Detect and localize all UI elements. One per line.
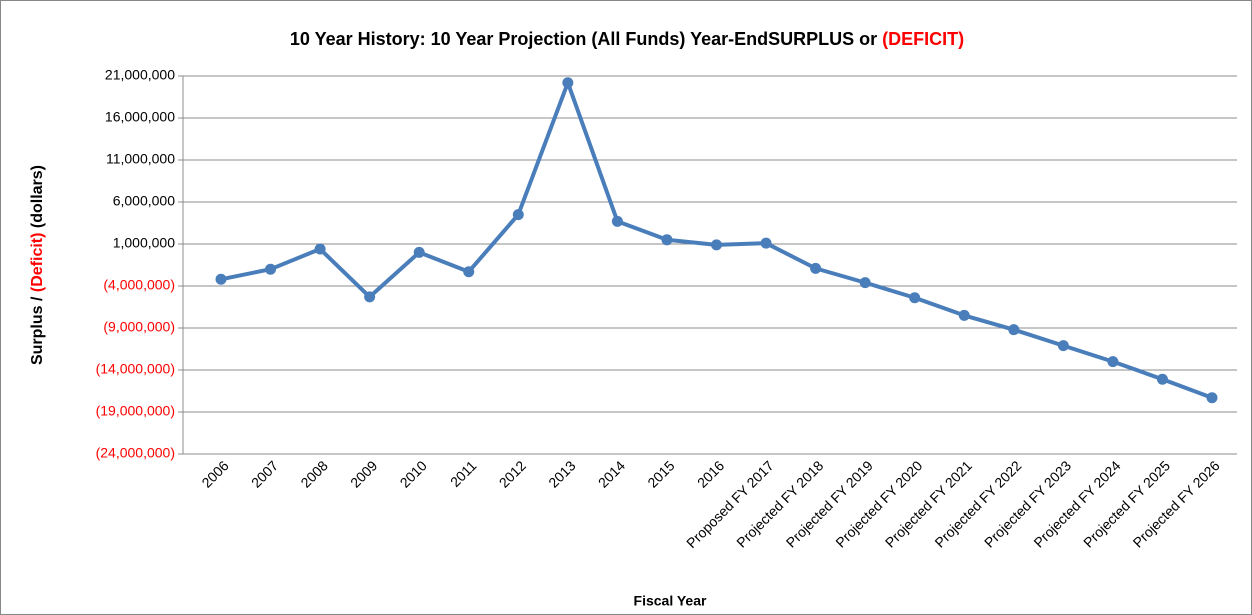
y-tick-label: 1,000,000 xyxy=(113,235,175,251)
data-point xyxy=(364,291,376,303)
data-point xyxy=(562,77,574,89)
y-tick-label: 21,000,000 xyxy=(105,67,175,83)
y-tick-label: 6,000,000 xyxy=(113,193,175,209)
data-point xyxy=(463,266,475,278)
y-tick-label: (24,000,000) xyxy=(96,445,175,461)
data-point xyxy=(711,239,722,251)
data-point xyxy=(265,263,277,275)
data-point xyxy=(1156,373,1168,385)
data-point xyxy=(314,243,326,255)
data-point xyxy=(958,309,970,321)
data-point xyxy=(512,209,524,221)
y-label-part: Surplus / xyxy=(29,292,46,365)
y-tick-label: (9,000,000) xyxy=(103,319,175,335)
data-point xyxy=(611,215,623,227)
data-point xyxy=(1107,356,1119,368)
y-tick-label: (14,000,000) xyxy=(96,361,175,377)
title-part: 10 Year History: 10 Year Projection (All… xyxy=(290,29,882,49)
y-axis-label: Surplus / (Deficit) (dollars) xyxy=(29,165,46,365)
data-point xyxy=(1057,340,1069,352)
y-tick-label: 16,000,000 xyxy=(105,109,175,125)
data-point xyxy=(760,237,772,249)
y-label-part: (dollars) xyxy=(29,165,46,233)
data-point xyxy=(661,234,673,246)
y-label-part: (Deficit) xyxy=(29,233,46,293)
title-part: (DEFICIT) xyxy=(882,29,964,49)
data-point xyxy=(1008,324,1020,336)
data-point xyxy=(1206,392,1218,404)
data-point xyxy=(215,273,227,285)
data-point xyxy=(413,246,425,258)
y-tick-label: (19,000,000) xyxy=(96,403,175,419)
y-tick-label: 11,000,000 xyxy=(106,151,175,167)
data-point xyxy=(810,262,822,274)
data-point xyxy=(859,277,871,289)
chart-title: 10 Year History: 10 Year Projection (All… xyxy=(290,29,964,49)
x-axis-label: Fiscal Year xyxy=(634,593,707,609)
y-tick-label: (4,000,000) xyxy=(103,277,175,293)
data-point xyxy=(909,292,921,304)
